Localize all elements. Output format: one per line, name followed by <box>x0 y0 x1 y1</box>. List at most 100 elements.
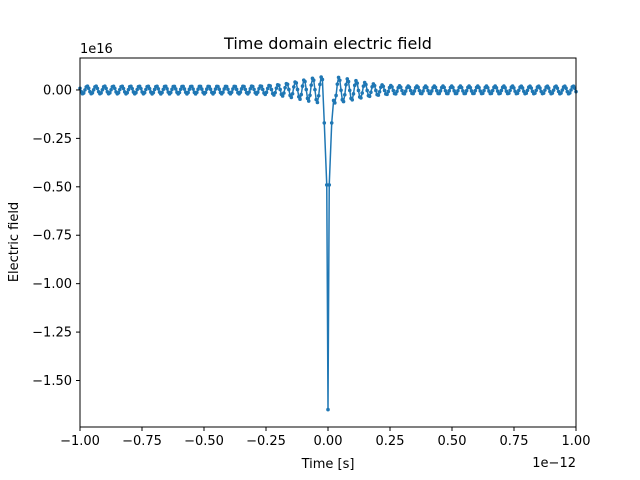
x-tick-label: 0.25 <box>376 434 405 449</box>
y-tick-label: −1.50 <box>32 374 72 389</box>
data-point <box>447 89 452 93</box>
data-point <box>99 91 103 95</box>
data-point <box>326 407 330 412</box>
data-point <box>314 97 318 102</box>
data-point <box>273 90 277 95</box>
series-layer <box>78 75 578 412</box>
data-point <box>313 87 317 92</box>
data-point <box>221 90 225 95</box>
data-point <box>442 85 447 90</box>
data-point <box>347 88 352 93</box>
data-point <box>520 86 525 90</box>
data-point <box>305 96 310 101</box>
data-point <box>543 88 547 92</box>
data-point <box>277 83 281 88</box>
y-tick-label: −1.00 <box>32 277 72 292</box>
data-point <box>364 82 368 87</box>
y-tick-label: −1.25 <box>32 326 72 341</box>
data-point <box>381 84 386 89</box>
data-point <box>177 90 182 95</box>
data-point <box>229 90 234 95</box>
data-point <box>287 87 291 92</box>
x-offset-label: 1e−12 <box>532 456 576 471</box>
data-point <box>426 88 430 93</box>
data-point <box>152 87 157 92</box>
data-point <box>456 88 460 93</box>
data-point <box>139 86 143 91</box>
data-point <box>160 90 164 95</box>
x-tick-label: −1.00 <box>60 434 100 449</box>
data-point <box>356 88 361 93</box>
data-point <box>485 85 490 90</box>
data-point <box>515 91 520 96</box>
data-point <box>560 88 565 92</box>
data-point <box>226 87 230 92</box>
data-point <box>300 84 305 88</box>
data-point <box>386 89 391 94</box>
data-point <box>116 91 121 95</box>
data-point <box>161 87 166 92</box>
data-point <box>91 88 96 92</box>
data-point <box>503 86 507 90</box>
data-point <box>351 92 356 96</box>
data-point <box>346 79 351 84</box>
data-point <box>170 87 174 92</box>
data-point <box>186 90 190 95</box>
data-point <box>438 89 443 93</box>
x-axis-title: Time [s] <box>301 457 355 472</box>
data-point <box>173 87 178 91</box>
data-point <box>508 88 512 93</box>
data-point <box>242 84 246 89</box>
data-point <box>121 86 126 91</box>
data-point <box>390 85 394 89</box>
data-point <box>334 93 338 98</box>
data-point <box>400 88 404 93</box>
data-point <box>434 88 439 93</box>
y-tick-label: −0.75 <box>32 229 72 244</box>
data-point <box>367 94 372 99</box>
data-point <box>283 85 287 90</box>
data-point <box>408 88 413 93</box>
data-point <box>318 82 322 87</box>
data-point <box>463 91 468 96</box>
data-point <box>320 77 325 82</box>
data-point <box>352 83 357 88</box>
data-point <box>200 87 204 91</box>
data-point <box>342 92 347 97</box>
data-point <box>217 87 222 91</box>
data-point <box>315 100 320 105</box>
data-point <box>165 87 169 91</box>
data-point <box>529 86 534 90</box>
data-point <box>403 89 408 93</box>
data-point <box>268 84 273 88</box>
data-point <box>551 88 556 92</box>
data-point <box>344 82 348 87</box>
data-point <box>376 93 381 97</box>
data-point <box>472 91 476 96</box>
data-point <box>327 183 332 187</box>
data-point <box>416 85 420 90</box>
data-point <box>243 87 248 92</box>
y-axis-title: Electric field <box>7 202 22 282</box>
data-point <box>208 87 213 91</box>
data-point <box>385 92 389 97</box>
data-point <box>382 88 387 93</box>
x-tick-label: −0.25 <box>246 434 286 449</box>
data-point <box>517 88 521 93</box>
data-point <box>83 88 87 92</box>
data-point <box>489 91 494 96</box>
data-point <box>195 90 199 95</box>
data-point <box>324 183 329 187</box>
data-point <box>144 87 148 92</box>
data-point <box>255 90 260 95</box>
data-point <box>559 91 563 95</box>
data-point <box>86 86 91 91</box>
data-point <box>524 91 529 95</box>
data-point <box>316 93 321 98</box>
data-point <box>534 88 539 93</box>
data-point <box>395 89 399 94</box>
data-point <box>178 87 183 92</box>
data-point <box>191 87 195 91</box>
data-point <box>274 86 279 90</box>
